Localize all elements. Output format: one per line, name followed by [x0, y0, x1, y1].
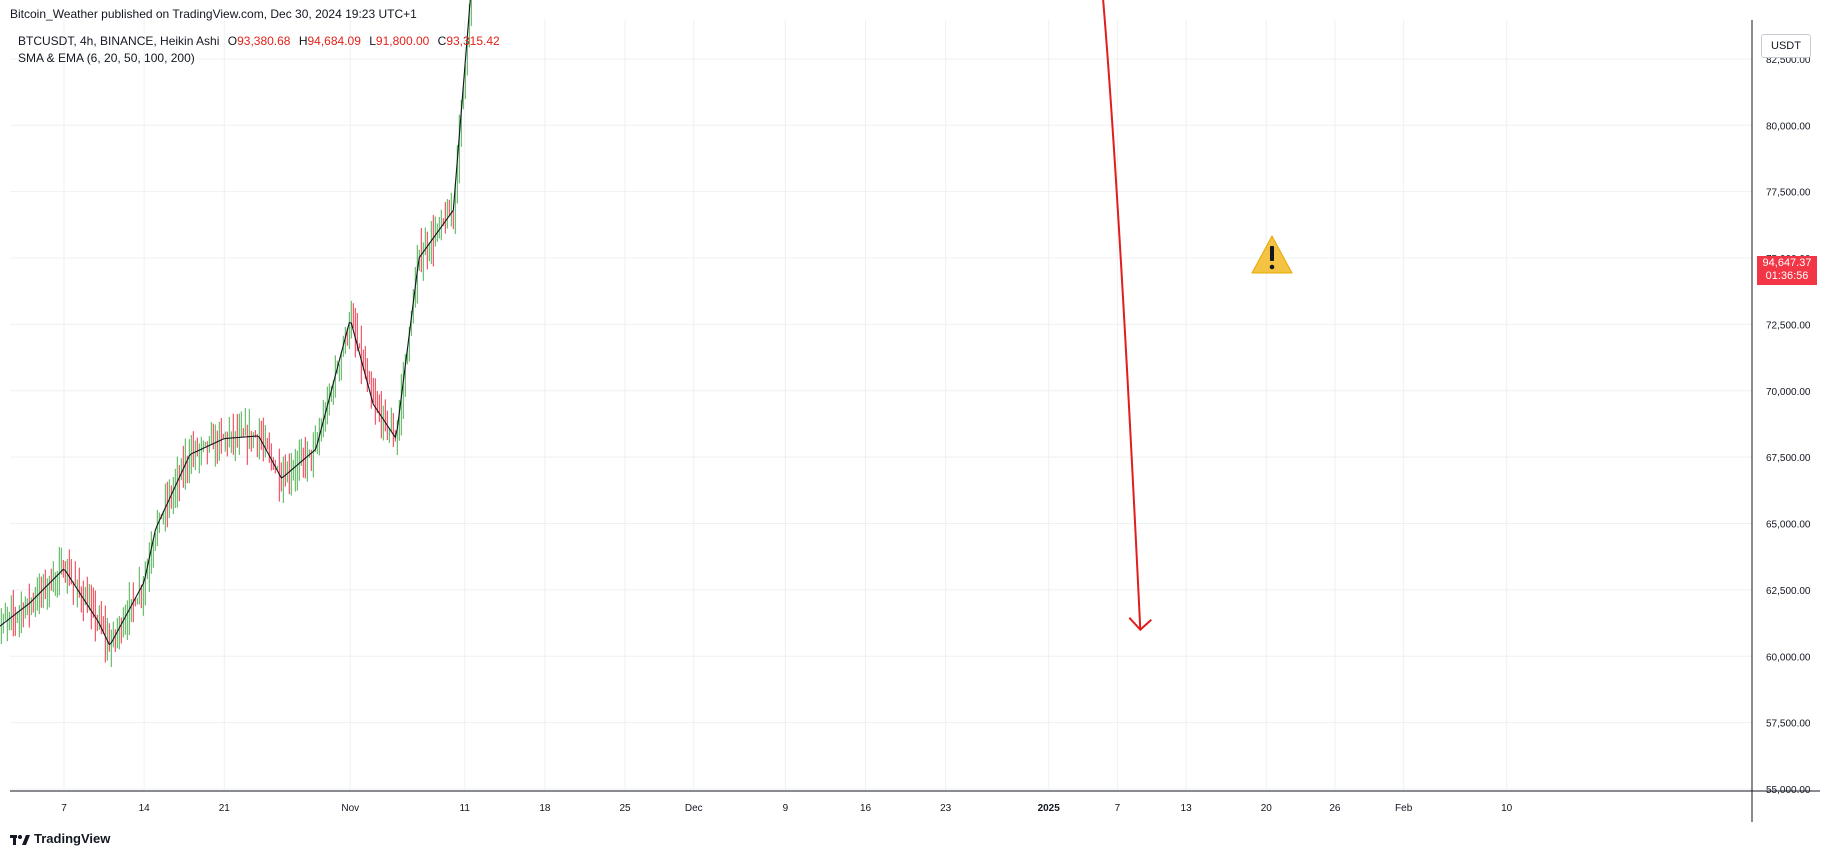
- bar-countdown: 01:36:56: [1765, 270, 1809, 282]
- time-tick-label: Nov: [341, 803, 359, 814]
- open-label: O: [227, 34, 238, 48]
- currency-selector[interactable]: USDT: [1761, 34, 1811, 58]
- price-tick-label: 70,000.00: [1766, 387, 1811, 398]
- close-label: C: [437, 34, 447, 48]
- time-tick-label: 18: [539, 803, 551, 814]
- price-tick-label: 65,000.00: [1766, 520, 1811, 531]
- time-tick-label: Dec: [685, 803, 703, 814]
- time-tick-label: 10: [1501, 803, 1513, 814]
- moving-average-line: [0, 0, 471, 646]
- time-tick-label: 23: [940, 803, 952, 814]
- time-axis: 7 14 21 Nov 11 18 25 Dec 9 16 23 2025 7 13 20 26 Feb 10: [61, 803, 1512, 814]
- price-tick-label: 67,500.00: [1766, 453, 1811, 464]
- indicator-legend[interactable]: SMA & EMA (6, 20, 50, 100, 200): [18, 51, 195, 65]
- time-tick-label: 13: [1181, 803, 1193, 814]
- last-price-value: 94,647.37: [1762, 257, 1812, 269]
- close-value: 93,315.42: [446, 34, 500, 48]
- tradingview-logo-icon: [10, 834, 30, 845]
- high-value: 94,684.09: [307, 34, 361, 48]
- warning-dot: [1269, 264, 1275, 270]
- low-value: 91,800.00: [375, 34, 430, 48]
- brand-name: TradingView: [34, 831, 111, 846]
- price-tick-label: 72,500.00: [1766, 320, 1811, 331]
- candles: [0, 0, 472, 668]
- price-axis: 55,000.00 57,500.00 60,000.00 62,500.00 65,0…: [1766, 55, 1811, 796]
- price-tick-label: 60,000.00: [1766, 652, 1811, 663]
- low-label: L: [369, 34, 376, 48]
- price-tick-label: 80,000.00: [1766, 121, 1811, 132]
- tradingview-brand[interactable]: TradingView: [10, 831, 110, 846]
- time-tick-label: 2025: [1038, 803, 1061, 814]
- symbol-legend: BTCUSDT, 4h, BINANCE, Heikin Ashi O93,38…: [18, 34, 500, 48]
- time-tick-label: 21: [219, 803, 231, 814]
- price-tick-label: 77,500.00: [1766, 188, 1811, 199]
- time-tick-label: 14: [139, 803, 151, 814]
- publisher-header: Bitcoin_Weather published on TradingView…: [10, 7, 417, 21]
- grid-lines: [10, 20, 1752, 790]
- high-label: H: [298, 34, 308, 48]
- warning-icon: [1251, 235, 1293, 274]
- time-tick-label: 11: [460, 803, 471, 814]
- last-price-tag: 94,647.37 01:36:56: [1757, 256, 1817, 285]
- time-tick-label: 16: [860, 803, 872, 814]
- price-tick-label: 57,500.00: [1766, 719, 1811, 730]
- projection-curve: [1102, 0, 1142, 630]
- projection-arrowhead: [1128, 617, 1152, 632]
- price-tick-label: 55,000.00: [1766, 785, 1811, 796]
- time-tick-label: 26: [1329, 803, 1341, 814]
- warning-mark: [1270, 246, 1274, 261]
- price-tick-label: 62,500.00: [1766, 586, 1811, 597]
- time-tick-label: 9: [783, 803, 789, 814]
- time-tick-label: 20: [1261, 803, 1273, 814]
- symbol-info: BTCUSDT, 4h, BINANCE, Heikin Ashi: [18, 34, 220, 48]
- time-tick-label: 25: [619, 803, 631, 814]
- open-value: 93,380.68: [237, 34, 291, 48]
- price-tick-label: 82,500.00: [1766, 55, 1811, 66]
- time-tick-label: Feb: [1395, 803, 1413, 814]
- time-tick-label: 7: [61, 803, 67, 814]
- time-tick-label: 7: [1115, 803, 1121, 814]
